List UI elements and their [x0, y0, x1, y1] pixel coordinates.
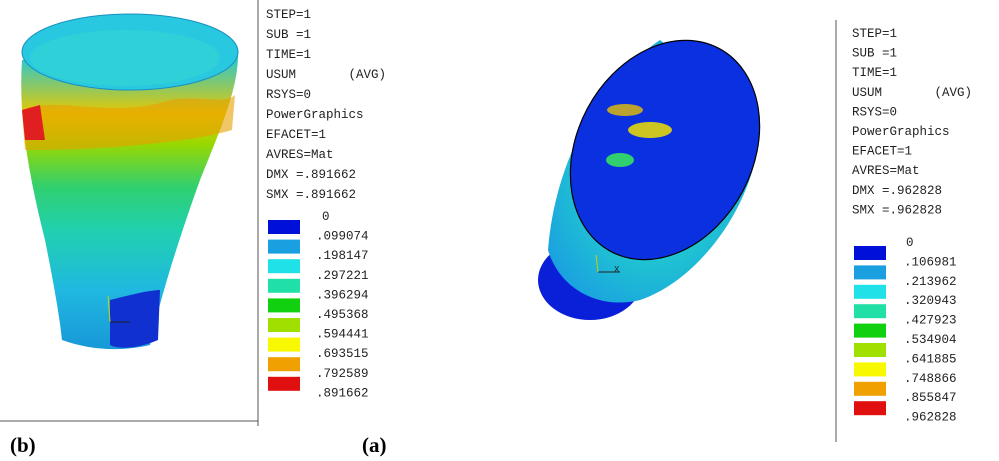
legend-value: .198147 [316, 249, 369, 263]
legend-value: .534904 [904, 333, 957, 347]
info-line: PowerGraphics [852, 125, 950, 139]
legend-swatch [854, 265, 886, 279]
legend-value: .594441 [316, 328, 369, 342]
info-line: STEP=1 [266, 8, 311, 22]
info-line: RSYS=0 [852, 105, 897, 119]
info-line: SUB =1 [852, 47, 897, 61]
legend-value: .213962 [904, 275, 957, 289]
model-right: X [533, 7, 796, 320]
info-line: PowerGraphics [266, 108, 364, 122]
legend-value: .106981 [904, 255, 957, 269]
info-line: RSYS=0 [266, 88, 311, 102]
legend-value: 0 [322, 210, 330, 224]
legend-swatch [268, 259, 300, 273]
legend-value: .792589 [316, 367, 369, 381]
legend-swatch [854, 304, 886, 318]
model-left [21, 14, 238, 349]
legend-value: .641885 [904, 352, 957, 366]
legend-value: .297221 [316, 269, 369, 283]
info-line: DMX =.962828 [852, 184, 942, 198]
info-line: SMX =.962828 [852, 203, 942, 217]
legend-swatch [854, 246, 886, 260]
legend-swatch [268, 377, 300, 391]
info-line: USUM (AVG) [266, 68, 386, 82]
panel-label: (a) [362, 433, 387, 457]
legend-swatch [268, 318, 300, 332]
info-line: USUM (AVG) [852, 86, 972, 100]
legend-swatch [854, 362, 886, 376]
legend-swatch [854, 382, 886, 396]
legend-swatch [854, 324, 886, 338]
legend-value: .495368 [316, 308, 369, 322]
info-line: EFACET=1 [852, 145, 912, 159]
legend-swatch [268, 338, 300, 352]
info-line: EFACET=1 [266, 128, 326, 142]
legend-value: .748866 [904, 372, 957, 386]
legend-value: .962828 [904, 411, 957, 425]
figure: X (b) (a) STEP=1 SUB =1 TIME=1 USUM (AVG) RS… [0, 0, 999, 461]
info-line: SUB =1 [266, 28, 311, 42]
panel-label: (b) [10, 433, 36, 457]
axis-label: X [614, 265, 620, 275]
legend-value: .320943 [904, 294, 957, 308]
legend-swatch [268, 298, 300, 312]
info-line: AVRES=Mat [266, 148, 334, 162]
info-line: TIME=1 [852, 66, 897, 80]
info-line: STEP=1 [852, 27, 897, 41]
legend-value: .693515 [316, 347, 369, 361]
legend-swatch [268, 240, 300, 254]
info-line: SMX =.891662 [266, 188, 356, 202]
legend-value: 0 [906, 236, 914, 250]
legend-swatch [854, 401, 886, 415]
legend-value: .891662 [316, 386, 369, 400]
legend-swatch [268, 279, 300, 293]
legend-value: .855847 [904, 391, 957, 405]
legend-swatch [854, 343, 886, 357]
legend-swatch [854, 285, 886, 299]
info-line: AVRES=Mat [852, 164, 920, 178]
legend-value: .396294 [316, 288, 369, 302]
info-line: TIME=1 [266, 48, 311, 62]
legend-value: .427923 [904, 314, 957, 328]
info-line: DMX =.891662 [266, 168, 356, 182]
legend-swatch [268, 220, 300, 234]
legend-swatch [268, 357, 300, 371]
legend-value: .099074 [316, 230, 369, 244]
